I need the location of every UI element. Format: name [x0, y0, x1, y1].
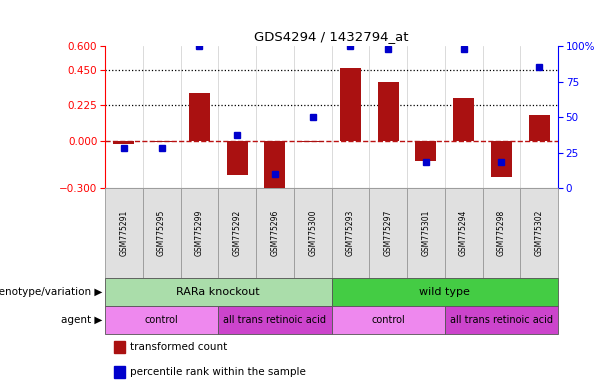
- FancyBboxPatch shape: [105, 278, 332, 306]
- FancyBboxPatch shape: [332, 306, 445, 334]
- Text: GSM775296: GSM775296: [270, 210, 280, 256]
- Text: transformed count: transformed count: [130, 342, 227, 352]
- Text: GSM775294: GSM775294: [459, 210, 468, 256]
- Bar: [302, 141, 323, 142]
- Text: genotype/variation ▶: genotype/variation ▶: [0, 287, 102, 297]
- FancyBboxPatch shape: [218, 306, 332, 334]
- FancyBboxPatch shape: [294, 188, 332, 278]
- Bar: [264, 141, 285, 191]
- FancyBboxPatch shape: [180, 188, 218, 278]
- Bar: [378, 82, 398, 141]
- Text: all trans retinoic acid: all trans retinoic acid: [450, 315, 553, 325]
- FancyBboxPatch shape: [445, 306, 558, 334]
- FancyBboxPatch shape: [445, 188, 482, 278]
- Text: percentile rank within the sample: percentile rank within the sample: [130, 367, 306, 377]
- FancyBboxPatch shape: [332, 278, 558, 306]
- FancyBboxPatch shape: [482, 188, 520, 278]
- FancyBboxPatch shape: [256, 188, 294, 278]
- FancyBboxPatch shape: [218, 188, 256, 278]
- Text: GSM775291: GSM775291: [120, 210, 128, 256]
- Bar: [114, 366, 126, 378]
- FancyBboxPatch shape: [369, 188, 407, 278]
- Title: GDS4294 / 1432794_at: GDS4294 / 1432794_at: [254, 30, 409, 43]
- FancyBboxPatch shape: [143, 188, 180, 278]
- Bar: [227, 141, 248, 175]
- FancyBboxPatch shape: [105, 188, 143, 278]
- FancyBboxPatch shape: [407, 188, 445, 278]
- Bar: [113, 141, 134, 144]
- Bar: [340, 68, 361, 141]
- Text: GSM775297: GSM775297: [384, 210, 392, 256]
- Bar: [189, 93, 210, 141]
- Text: GSM775292: GSM775292: [232, 210, 242, 256]
- Bar: [151, 141, 172, 142]
- Bar: [491, 141, 512, 177]
- FancyBboxPatch shape: [520, 188, 558, 278]
- Bar: [114, 341, 126, 353]
- Text: GSM775298: GSM775298: [497, 210, 506, 256]
- Text: GSM775302: GSM775302: [535, 210, 544, 256]
- FancyBboxPatch shape: [332, 188, 369, 278]
- Bar: [416, 141, 436, 161]
- Text: wild type: wild type: [419, 287, 470, 297]
- Text: control: control: [145, 315, 178, 325]
- FancyBboxPatch shape: [105, 306, 218, 334]
- Text: GSM775293: GSM775293: [346, 210, 355, 256]
- Text: GSM775301: GSM775301: [421, 210, 430, 256]
- Bar: [453, 98, 474, 141]
- Text: all trans retinoic acid: all trans retinoic acid: [223, 315, 326, 325]
- Text: control: control: [371, 315, 405, 325]
- Text: GSM775300: GSM775300: [308, 210, 317, 256]
- Text: GSM775295: GSM775295: [157, 210, 166, 256]
- Text: RARa knockout: RARa knockout: [177, 287, 260, 297]
- Bar: [529, 116, 549, 141]
- Text: agent ▶: agent ▶: [61, 315, 102, 325]
- Text: GSM775299: GSM775299: [195, 210, 204, 256]
